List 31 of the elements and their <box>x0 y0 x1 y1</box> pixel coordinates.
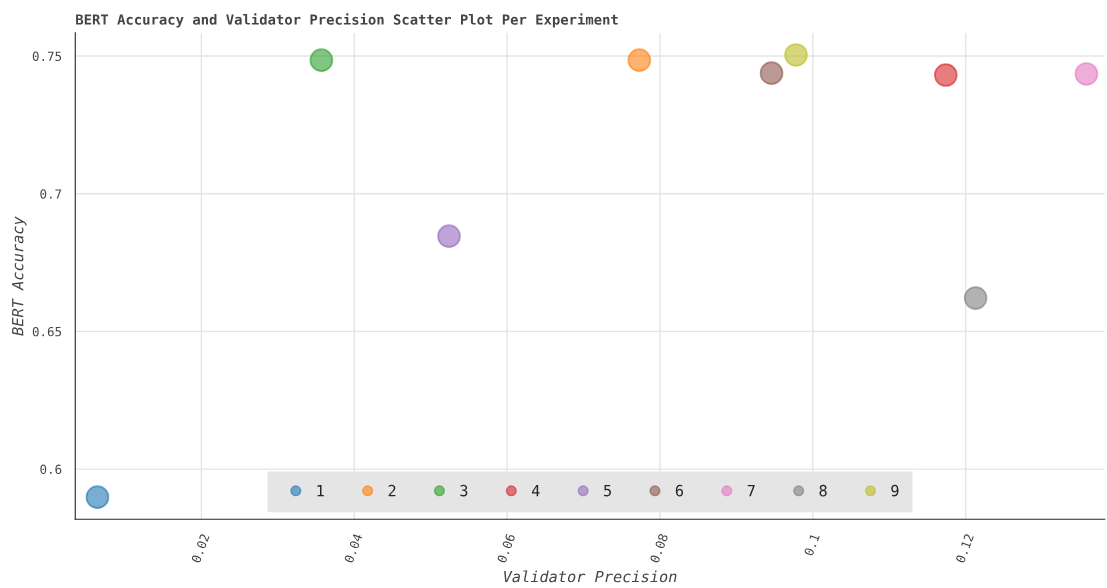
point <box>933 63 958 87</box>
point <box>627 48 652 73</box>
point <box>963 286 988 310</box>
y-tick-label: 0.75 <box>32 51 62 62</box>
legend-label: 6 <box>675 484 684 497</box>
x-tick-label: 0.06 <box>496 533 516 564</box>
y-tick-label: 0.6 <box>40 464 62 475</box>
legend-label: 4 <box>531 485 540 497</box>
point <box>437 224 461 248</box>
point <box>759 61 784 85</box>
point <box>1074 62 1099 86</box>
x-tick-label: 0.12 <box>955 533 974 564</box>
x-tick-label: 0.1 <box>803 533 820 557</box>
legend-label: 9 <box>891 484 899 497</box>
x-tick-label: 0.04 <box>343 533 363 564</box>
x-axis-title: Validator Precision <box>504 570 677 583</box>
y-tick-label: 0.65 <box>32 326 62 337</box>
legend-label: 8 <box>819 484 827 497</box>
point <box>85 485 110 509</box>
legend-label: 3 <box>460 484 468 497</box>
y-axis-title: BERT Accuracy <box>12 216 27 336</box>
point <box>784 43 808 67</box>
legend-label: 7 <box>747 485 755 497</box>
x-tick-label: 0.02 <box>191 533 210 564</box>
chart-title: BERT Accuracy and Validator Precision Scatter Plot Per Experiment <box>76 13 618 28</box>
x-tick-label: 0.08 <box>649 533 669 564</box>
point <box>309 48 334 73</box>
legend-label: 5 <box>604 485 611 497</box>
legend-label: 2 <box>388 484 396 497</box>
legend-label: 1 <box>317 485 324 497</box>
y-tick-label: 0.7 <box>40 189 62 199</box>
